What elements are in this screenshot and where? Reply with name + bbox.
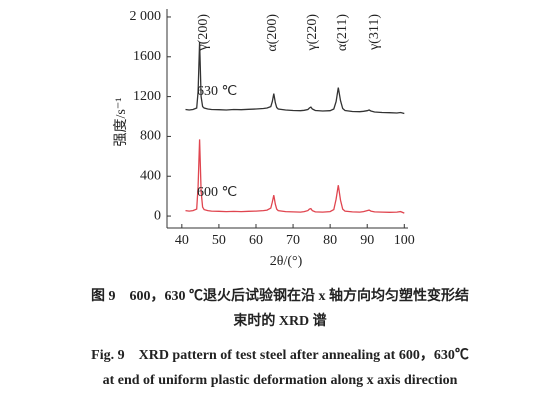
series-line: [185, 139, 405, 214]
y-tick-label: 400: [140, 168, 161, 183]
x-tick-label: 90: [360, 233, 374, 248]
caption: 图 9 600，630 ℃退火后试验钢在沿 x 轴方向均匀塑性变形结: [91, 287, 469, 304]
series-label: 630 ℃: [197, 84, 237, 99]
x-tick-label: 40: [175, 233, 189, 248]
x-tick-label: 80: [323, 233, 337, 248]
peak-label: γ(200): [196, 14, 211, 52]
x-tick-label: 100: [394, 233, 415, 248]
x-tick-label: 60: [249, 233, 263, 248]
y-tick-label: 800: [140, 129, 161, 144]
y-axis-label: 强度/s⁻¹: [113, 98, 129, 147]
x-tick-label: 70: [286, 233, 300, 248]
y-tick-label: 2 000: [130, 9, 162, 24]
series-line: [185, 41, 405, 115]
peak-label: α(211): [335, 14, 350, 51]
caption: at end of uniform plastic deformation al…: [103, 373, 458, 388]
y-tick-label: 1200: [133, 89, 161, 104]
peak-label: γ(311): [367, 14, 382, 51]
peak-label: α(200): [265, 14, 280, 52]
caption: 束时的 XRD 谱: [233, 312, 326, 329]
series-label: 600 ℃: [197, 185, 237, 200]
x-tick-label: 50: [212, 233, 226, 248]
x-axis-label: 2θ/(°): [270, 254, 303, 269]
caption: Fig. 9 XRD pattern of test steel after a…: [91, 348, 469, 363]
y-tick-label: 1600: [133, 49, 161, 64]
peak-label: γ(220): [305, 14, 320, 52]
y-tick-label: 0: [154, 208, 161, 223]
